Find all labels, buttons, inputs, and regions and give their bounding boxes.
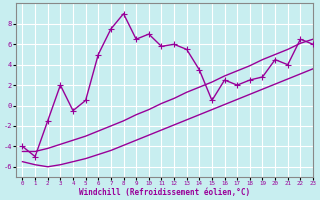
X-axis label: Windchill (Refroidissement éolien,°C): Windchill (Refroidissement éolien,°C) [79,188,250,197]
